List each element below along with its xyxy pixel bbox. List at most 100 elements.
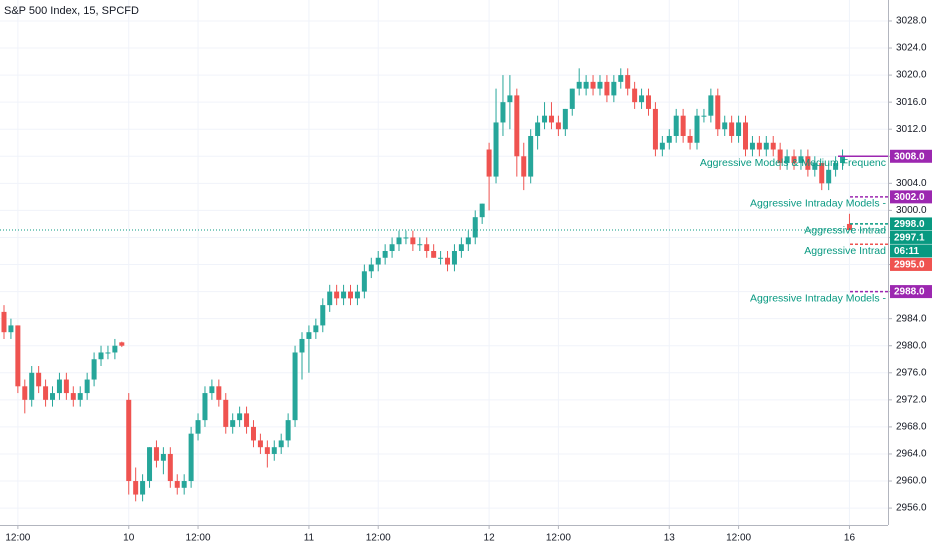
- y-tick-label: 3024.0: [896, 43, 927, 54]
- price-label-box: [890, 230, 932, 244]
- candle-body: [244, 413, 250, 427]
- candle-body: [479, 203, 485, 218]
- price-label-box: [890, 217, 932, 231]
- price-label: 2997.1: [894, 233, 925, 244]
- candle-body: [327, 291, 333, 306]
- candle-body: [819, 163, 825, 184]
- candle-body: [250, 426, 256, 441]
- candle-body: [285, 420, 291, 441]
- candle-body: [8, 325, 14, 333]
- candle-body: [1, 311, 7, 333]
- candle-body: [743, 122, 749, 150]
- axes: 2956.0 2960.0 2964.0 2968.0 2972.0 2976.0 2980…: [5, 16, 932, 544]
- y-tick-label: 3016.0: [896, 97, 927, 108]
- candle-body: [583, 81, 589, 89]
- candle-body: [756, 142, 762, 150]
- candle-body: [375, 257, 381, 265]
- candle-body: [632, 88, 638, 103]
- candle-body: [126, 399, 132, 482]
- candle-body: [694, 115, 700, 143]
- candle-body: [306, 332, 312, 339]
- candle-body: [708, 95, 714, 116]
- price-label-box: [890, 285, 932, 299]
- candle-body: [507, 95, 513, 103]
- candle-body: [576, 81, 582, 89]
- price-label: 3002.0: [894, 192, 925, 203]
- y-tick-label: 3004.0: [896, 178, 927, 189]
- candle-body: [348, 291, 353, 299]
- candle-body: [514, 95, 520, 157]
- candle-body: [257, 440, 263, 448]
- candle-body: [521, 156, 527, 177]
- level-note: Aggressive Models & Medium Frequenc: [700, 157, 886, 169]
- level-note: Aggressive Intraday Models -: [750, 198, 886, 210]
- y-tick-label: 3028.0: [896, 16, 927, 27]
- candle-body: [216, 386, 222, 400]
- x-tick-label: 12:00: [366, 533, 391, 544]
- candle-body: [313, 325, 319, 333]
- candle-body: [604, 81, 610, 96]
- price-label: 3008.0: [894, 151, 925, 162]
- price-label: 2988.0: [894, 287, 925, 298]
- candle-body: [22, 386, 28, 400]
- y-tick-label: 2980.0: [896, 340, 927, 351]
- y-tick-label: 2960.0: [896, 476, 927, 487]
- plot: Aggressive Models & Medium Frequenc Aggre…: [0, 68, 888, 502]
- candle-body: [230, 420, 236, 427]
- candle-body: [237, 413, 243, 421]
- x-tick-label: 12:00: [546, 533, 571, 544]
- candle-body: [29, 372, 35, 400]
- candle-body: [43, 386, 49, 400]
- x-tick-label: 12:00: [186, 533, 211, 544]
- y-tick-label: 2976.0: [896, 367, 927, 378]
- x-tick-label: 10: [123, 533, 135, 544]
- x-tick-label: 12:00: [5, 533, 30, 544]
- price-label-box: [890, 190, 932, 204]
- price-label-box: [890, 257, 932, 271]
- candle-body: [36, 372, 42, 387]
- candle-body: [50, 393, 56, 400]
- x-tick-label: 13: [664, 533, 676, 544]
- price-label-box: [890, 244, 932, 258]
- price-label: 06:11: [894, 246, 919, 257]
- candle-body: [722, 122, 728, 130]
- y-tick-label: 2968.0: [896, 422, 927, 433]
- candle-body: [91, 359, 97, 380]
- candle-body: [389, 244, 395, 251]
- y-tick-label: 3012.0: [896, 124, 927, 135]
- y-tick-label: 2964.0: [896, 449, 927, 460]
- chart-title: S&P 500 Index, 15, SPCFD: [4, 5, 139, 17]
- candle-body: [652, 108, 658, 150]
- candle-body: [701, 115, 707, 117]
- candle-body: [15, 325, 21, 387]
- level-note: Aggressive Intraday Models -: [750, 292, 886, 304]
- candle-body: [292, 352, 298, 421]
- candle-body: [70, 393, 76, 400]
- y-tick-label: 3020.0: [896, 70, 927, 81]
- level-note: Aggressive Intrad: [804, 225, 886, 237]
- candle-body: [147, 447, 153, 482]
- candle-body: [639, 95, 645, 103]
- candle-body: [368, 264, 374, 272]
- candle-body: [445, 257, 451, 265]
- candle-body: [791, 156, 797, 164]
- grid: [0, 0, 888, 525]
- candle-body: [181, 481, 187, 488]
- candle-body: [666, 135, 672, 143]
- candle-body: [645, 95, 651, 109]
- candle-body: [438, 257, 444, 259]
- candle-body: [659, 142, 665, 150]
- candle-body: [729, 122, 735, 136]
- candle-body: [590, 81, 596, 89]
- candle-body: [528, 135, 534, 177]
- candle-body: [770, 142, 776, 150]
- candle-body: [209, 386, 215, 394]
- candle-body: [167, 453, 173, 482]
- candle-body: [542, 115, 548, 123]
- candle-body: [271, 447, 277, 454]
- candle-body: [160, 453, 166, 461]
- candle-body: [777, 149, 783, 164]
- candle-body: [784, 156, 790, 164]
- candle-body: [361, 271, 367, 292]
